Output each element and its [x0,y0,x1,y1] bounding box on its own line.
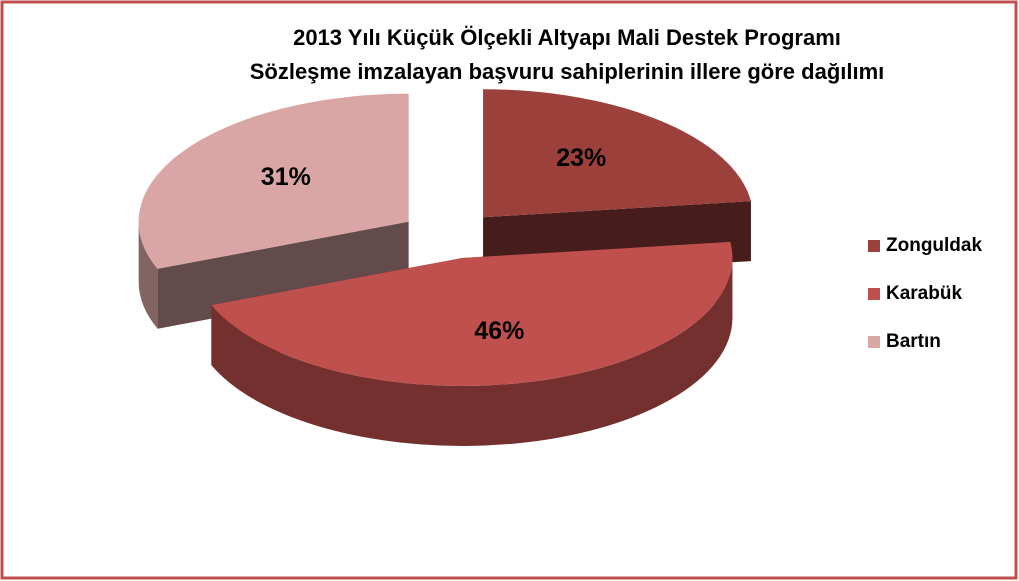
pie-slice [138,93,409,269]
legend-swatch [868,288,880,300]
pie-slice [483,89,751,218]
chart-title: 2013 Yılı Küçük Ölçekli Altyapı Mali Des… [293,25,841,50]
data-label: 23% [556,144,606,172]
legend-swatch [868,240,880,252]
slice-wall [157,221,409,329]
slice-side [138,221,158,329]
legend-label: Bartın [886,331,941,352]
data-label: 31% [261,163,311,191]
legend-label: Karabük [886,283,962,304]
slice-side [211,257,733,446]
pie-slice [211,241,733,386]
legend-swatch [868,336,880,348]
chart-subtitle: Sözleşme imzalayan başvuru sahiplerinin … [250,59,885,84]
data-label: 46% [474,317,524,345]
legend-label: Zonguldak [886,235,982,256]
